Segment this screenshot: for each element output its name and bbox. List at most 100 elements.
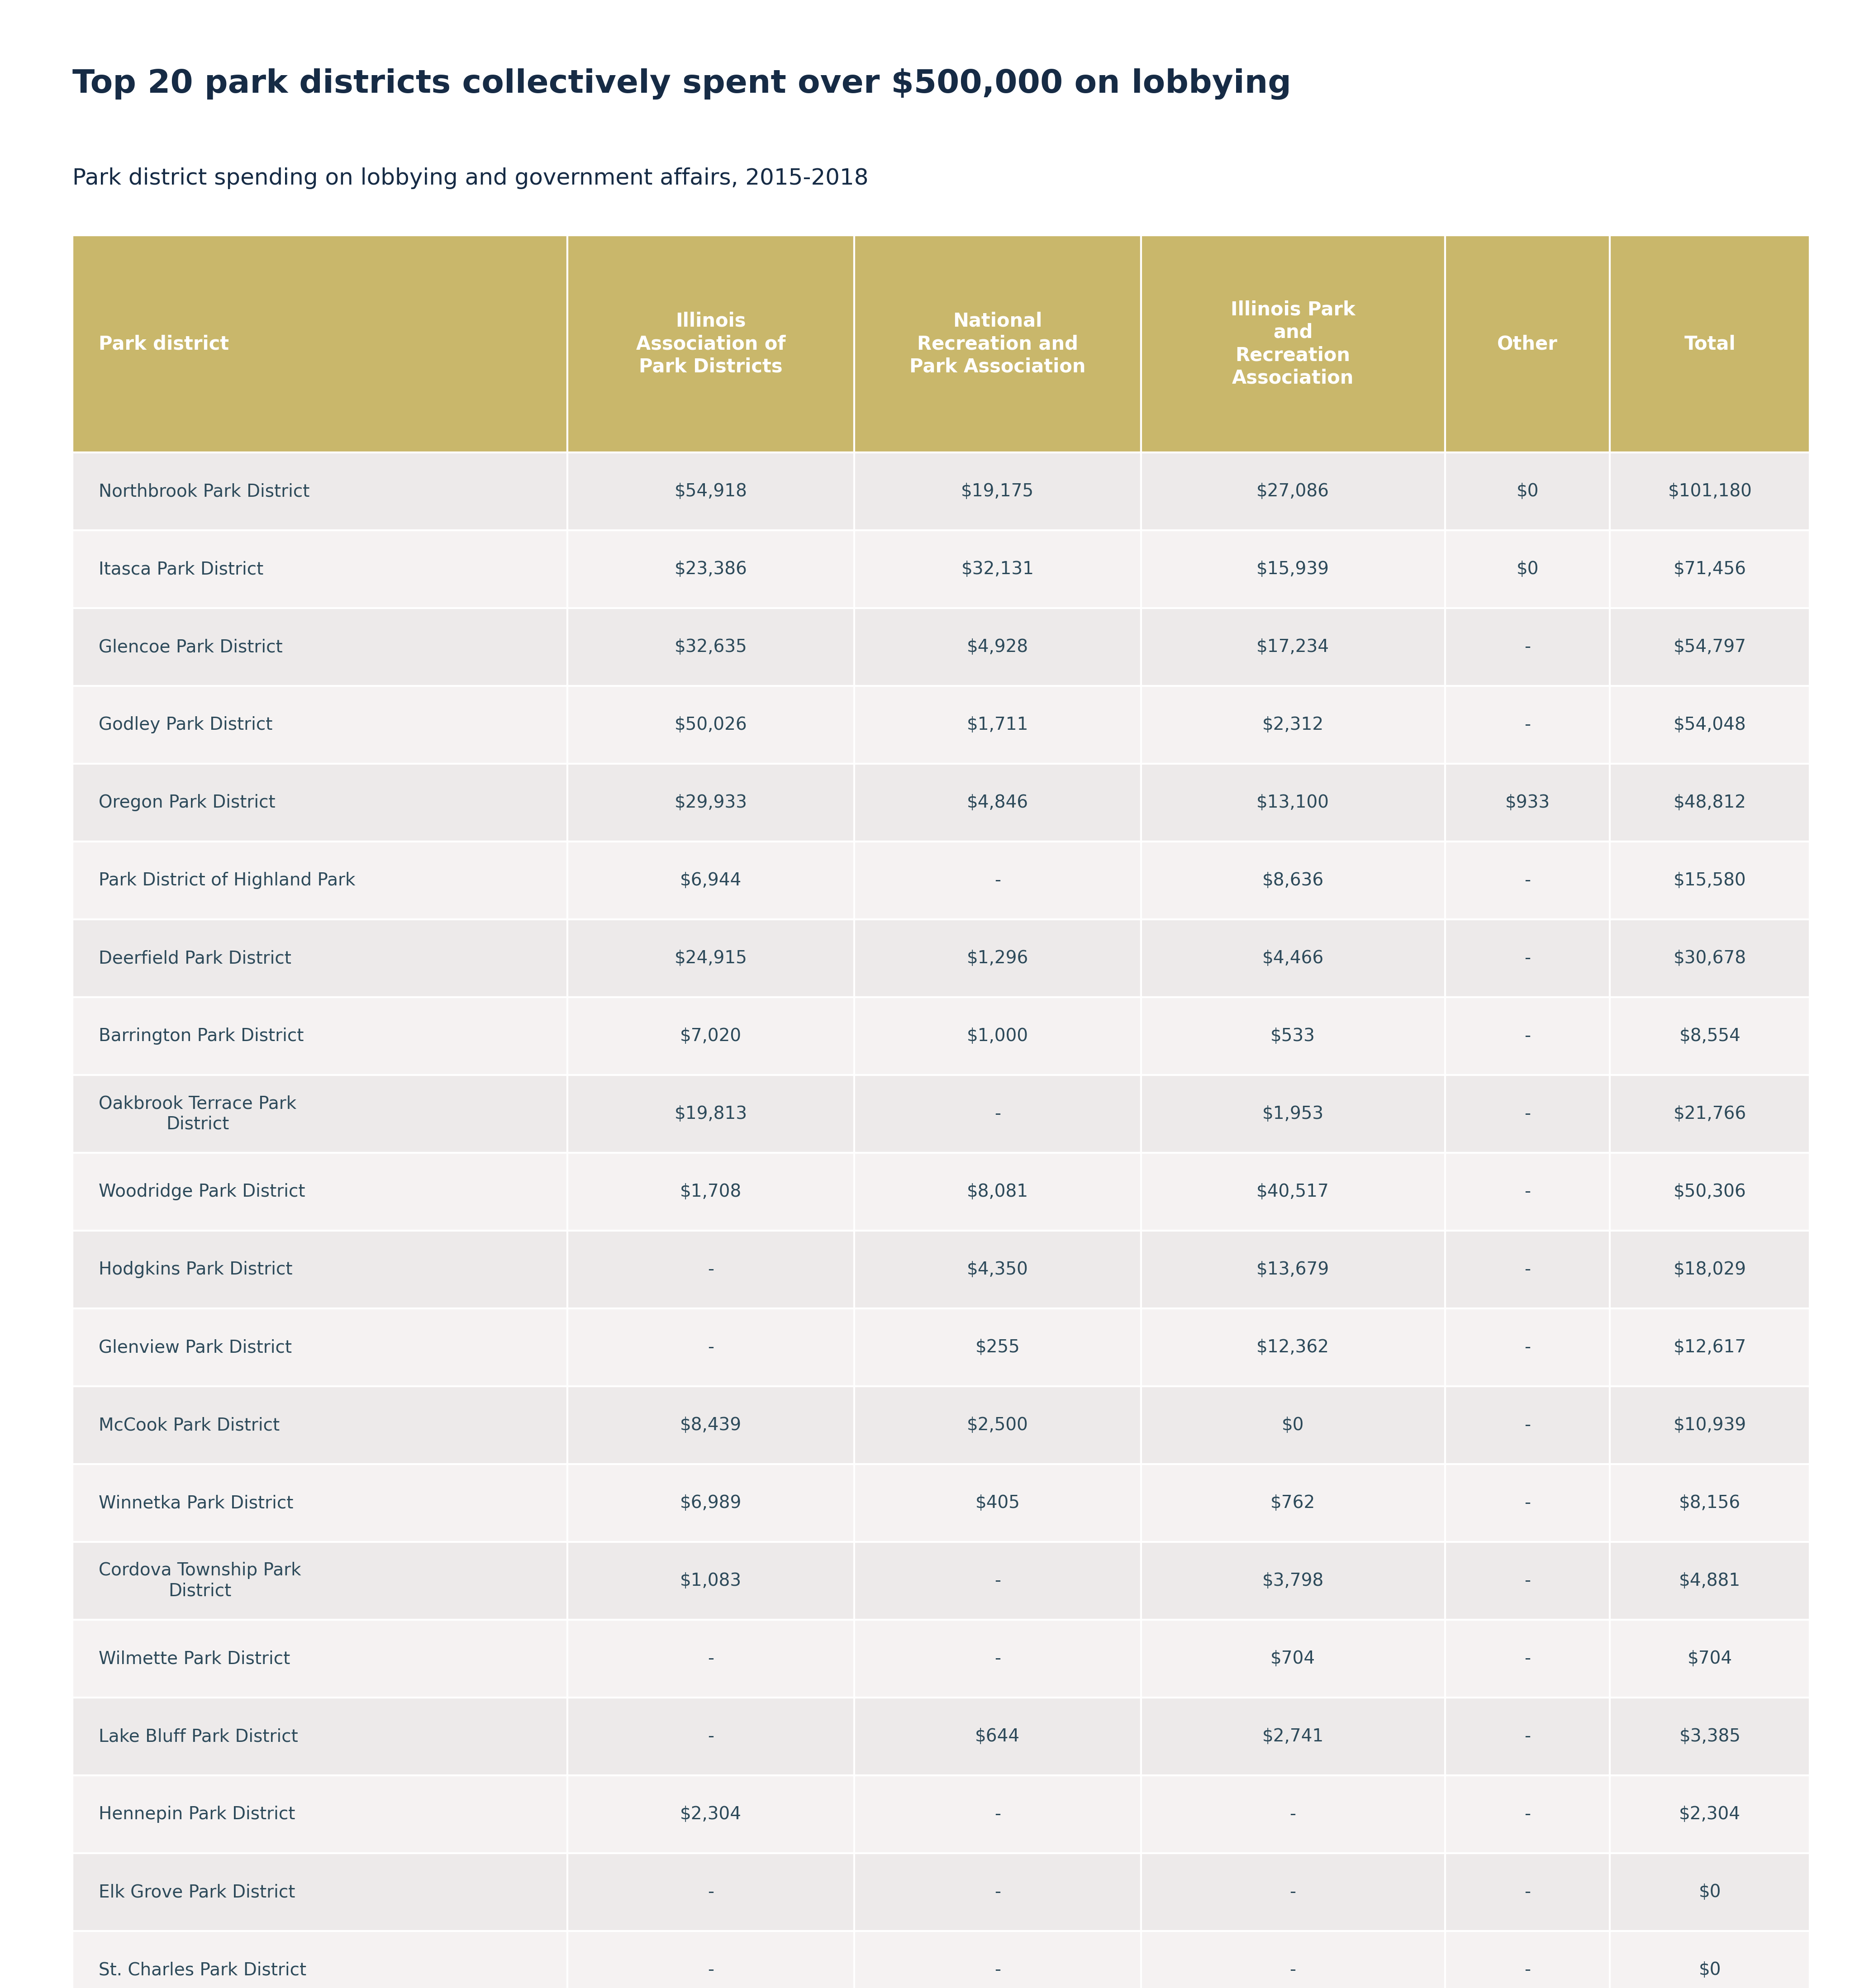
- Bar: [1445, 1930, 1610, 1988]
- Text: -: -: [709, 1728, 714, 1745]
- Text: -: -: [994, 1105, 1000, 1123]
- Text: -: -: [1525, 1260, 1530, 1278]
- Text: Northbrook Park District: Northbrook Park District: [98, 483, 310, 499]
- Text: $101,180: $101,180: [1668, 483, 1751, 499]
- Bar: [1445, 1386, 1610, 1463]
- Text: Illinois
Association of
Park Districts: Illinois Association of Park Districts: [636, 312, 787, 376]
- Text: $24,915: $24,915: [675, 950, 748, 966]
- Bar: [1610, 841, 1810, 918]
- Text: Hennepin Park District: Hennepin Park District: [98, 1805, 295, 1823]
- Bar: [1141, 1076, 1445, 1153]
- Bar: [72, 1308, 568, 1386]
- Bar: [72, 1853, 568, 1930]
- Bar: [72, 918, 568, 998]
- Bar: [1445, 1775, 1610, 1853]
- Text: $30,678: $30,678: [1673, 950, 1746, 966]
- Text: Total: Total: [1684, 334, 1736, 354]
- Bar: [1141, 1930, 1445, 1988]
- Text: $8,156: $8,156: [1679, 1495, 1740, 1511]
- Bar: [568, 998, 853, 1076]
- Bar: [853, 1698, 1141, 1775]
- Bar: [1610, 1620, 1810, 1698]
- Text: Wilmette Park District: Wilmette Park District: [98, 1650, 289, 1668]
- Bar: [1141, 1620, 1445, 1698]
- Text: $7,020: $7,020: [681, 1028, 742, 1044]
- Bar: [1445, 686, 1610, 763]
- Text: $50,026: $50,026: [675, 716, 748, 734]
- Bar: [1141, 763, 1445, 841]
- Bar: [568, 841, 853, 918]
- Bar: [568, 453, 853, 531]
- Bar: [568, 1076, 853, 1153]
- Bar: [1141, 235, 1445, 453]
- Bar: [1141, 841, 1445, 918]
- Bar: [1445, 531, 1610, 608]
- Text: $0: $0: [1699, 1962, 1721, 1978]
- Bar: [1610, 1930, 1810, 1988]
- Bar: [568, 1231, 853, 1308]
- Text: $10,939: $10,939: [1673, 1417, 1746, 1433]
- Text: -: -: [1289, 1962, 1297, 1978]
- Bar: [1610, 1775, 1810, 1853]
- Bar: [1610, 1543, 1810, 1620]
- Text: Barrington Park District: Barrington Park District: [98, 1028, 304, 1044]
- Bar: [568, 686, 853, 763]
- Bar: [568, 1308, 853, 1386]
- Text: -: -: [1525, 1805, 1530, 1823]
- Text: $4,846: $4,846: [966, 793, 1028, 811]
- Bar: [1141, 1308, 1445, 1386]
- Text: $255: $255: [976, 1338, 1020, 1356]
- Text: -: -: [1525, 1573, 1530, 1588]
- Text: $933: $933: [1504, 793, 1551, 811]
- Bar: [568, 1775, 853, 1853]
- Bar: [1610, 1231, 1810, 1308]
- Text: Winnetka Park District: Winnetka Park District: [98, 1495, 293, 1511]
- Bar: [1445, 1620, 1610, 1698]
- Bar: [853, 1620, 1141, 1698]
- Text: $17,234: $17,234: [1256, 638, 1330, 656]
- Text: -: -: [994, 1805, 1000, 1823]
- Text: $19,175: $19,175: [961, 483, 1033, 499]
- Text: National
Recreation and
Park Association: National Recreation and Park Association: [909, 312, 1085, 376]
- Bar: [1610, 1153, 1810, 1231]
- Text: -: -: [1525, 716, 1530, 734]
- Bar: [853, 1853, 1141, 1930]
- Text: $29,933: $29,933: [675, 793, 748, 811]
- Bar: [568, 918, 853, 998]
- Text: -: -: [1525, 638, 1530, 656]
- Text: $1,953: $1,953: [1261, 1105, 1324, 1123]
- Bar: [72, 235, 568, 453]
- Bar: [72, 686, 568, 763]
- Text: $644: $644: [976, 1728, 1020, 1745]
- Bar: [72, 1386, 568, 1463]
- Bar: [72, 998, 568, 1076]
- Text: Glenview Park District: Glenview Park District: [98, 1338, 291, 1356]
- Text: $8,081: $8,081: [966, 1183, 1028, 1201]
- Text: McCook Park District: McCook Park District: [98, 1417, 280, 1433]
- Bar: [1445, 918, 1610, 998]
- Bar: [853, 841, 1141, 918]
- Text: $18,029: $18,029: [1673, 1260, 1746, 1278]
- Bar: [568, 531, 853, 608]
- Bar: [1141, 998, 1445, 1076]
- Bar: [1445, 841, 1610, 918]
- Text: $704: $704: [1688, 1650, 1733, 1668]
- Bar: [72, 1543, 568, 1620]
- Bar: [853, 686, 1141, 763]
- Text: $32,131: $32,131: [961, 561, 1033, 579]
- Text: $4,466: $4,466: [1261, 950, 1324, 966]
- Bar: [1141, 1775, 1445, 1853]
- Text: Top 20 park districts collectively spent over $500,000 on lobbying: Top 20 park districts collectively spent…: [72, 68, 1291, 99]
- Text: Illinois Park
and
Recreation
Association: Illinois Park and Recreation Association: [1230, 300, 1356, 388]
- Text: $1,708: $1,708: [681, 1183, 742, 1201]
- Bar: [1141, 1153, 1445, 1231]
- Bar: [1610, 235, 1810, 453]
- Bar: [72, 531, 568, 608]
- Text: $21,766: $21,766: [1673, 1105, 1746, 1123]
- Bar: [568, 1853, 853, 1930]
- Text: $54,918: $54,918: [675, 483, 748, 499]
- Bar: [1141, 1231, 1445, 1308]
- Bar: [1141, 1543, 1445, 1620]
- Text: -: -: [1525, 950, 1530, 966]
- Text: Cordova Township Park
District: Cordova Township Park District: [98, 1563, 301, 1600]
